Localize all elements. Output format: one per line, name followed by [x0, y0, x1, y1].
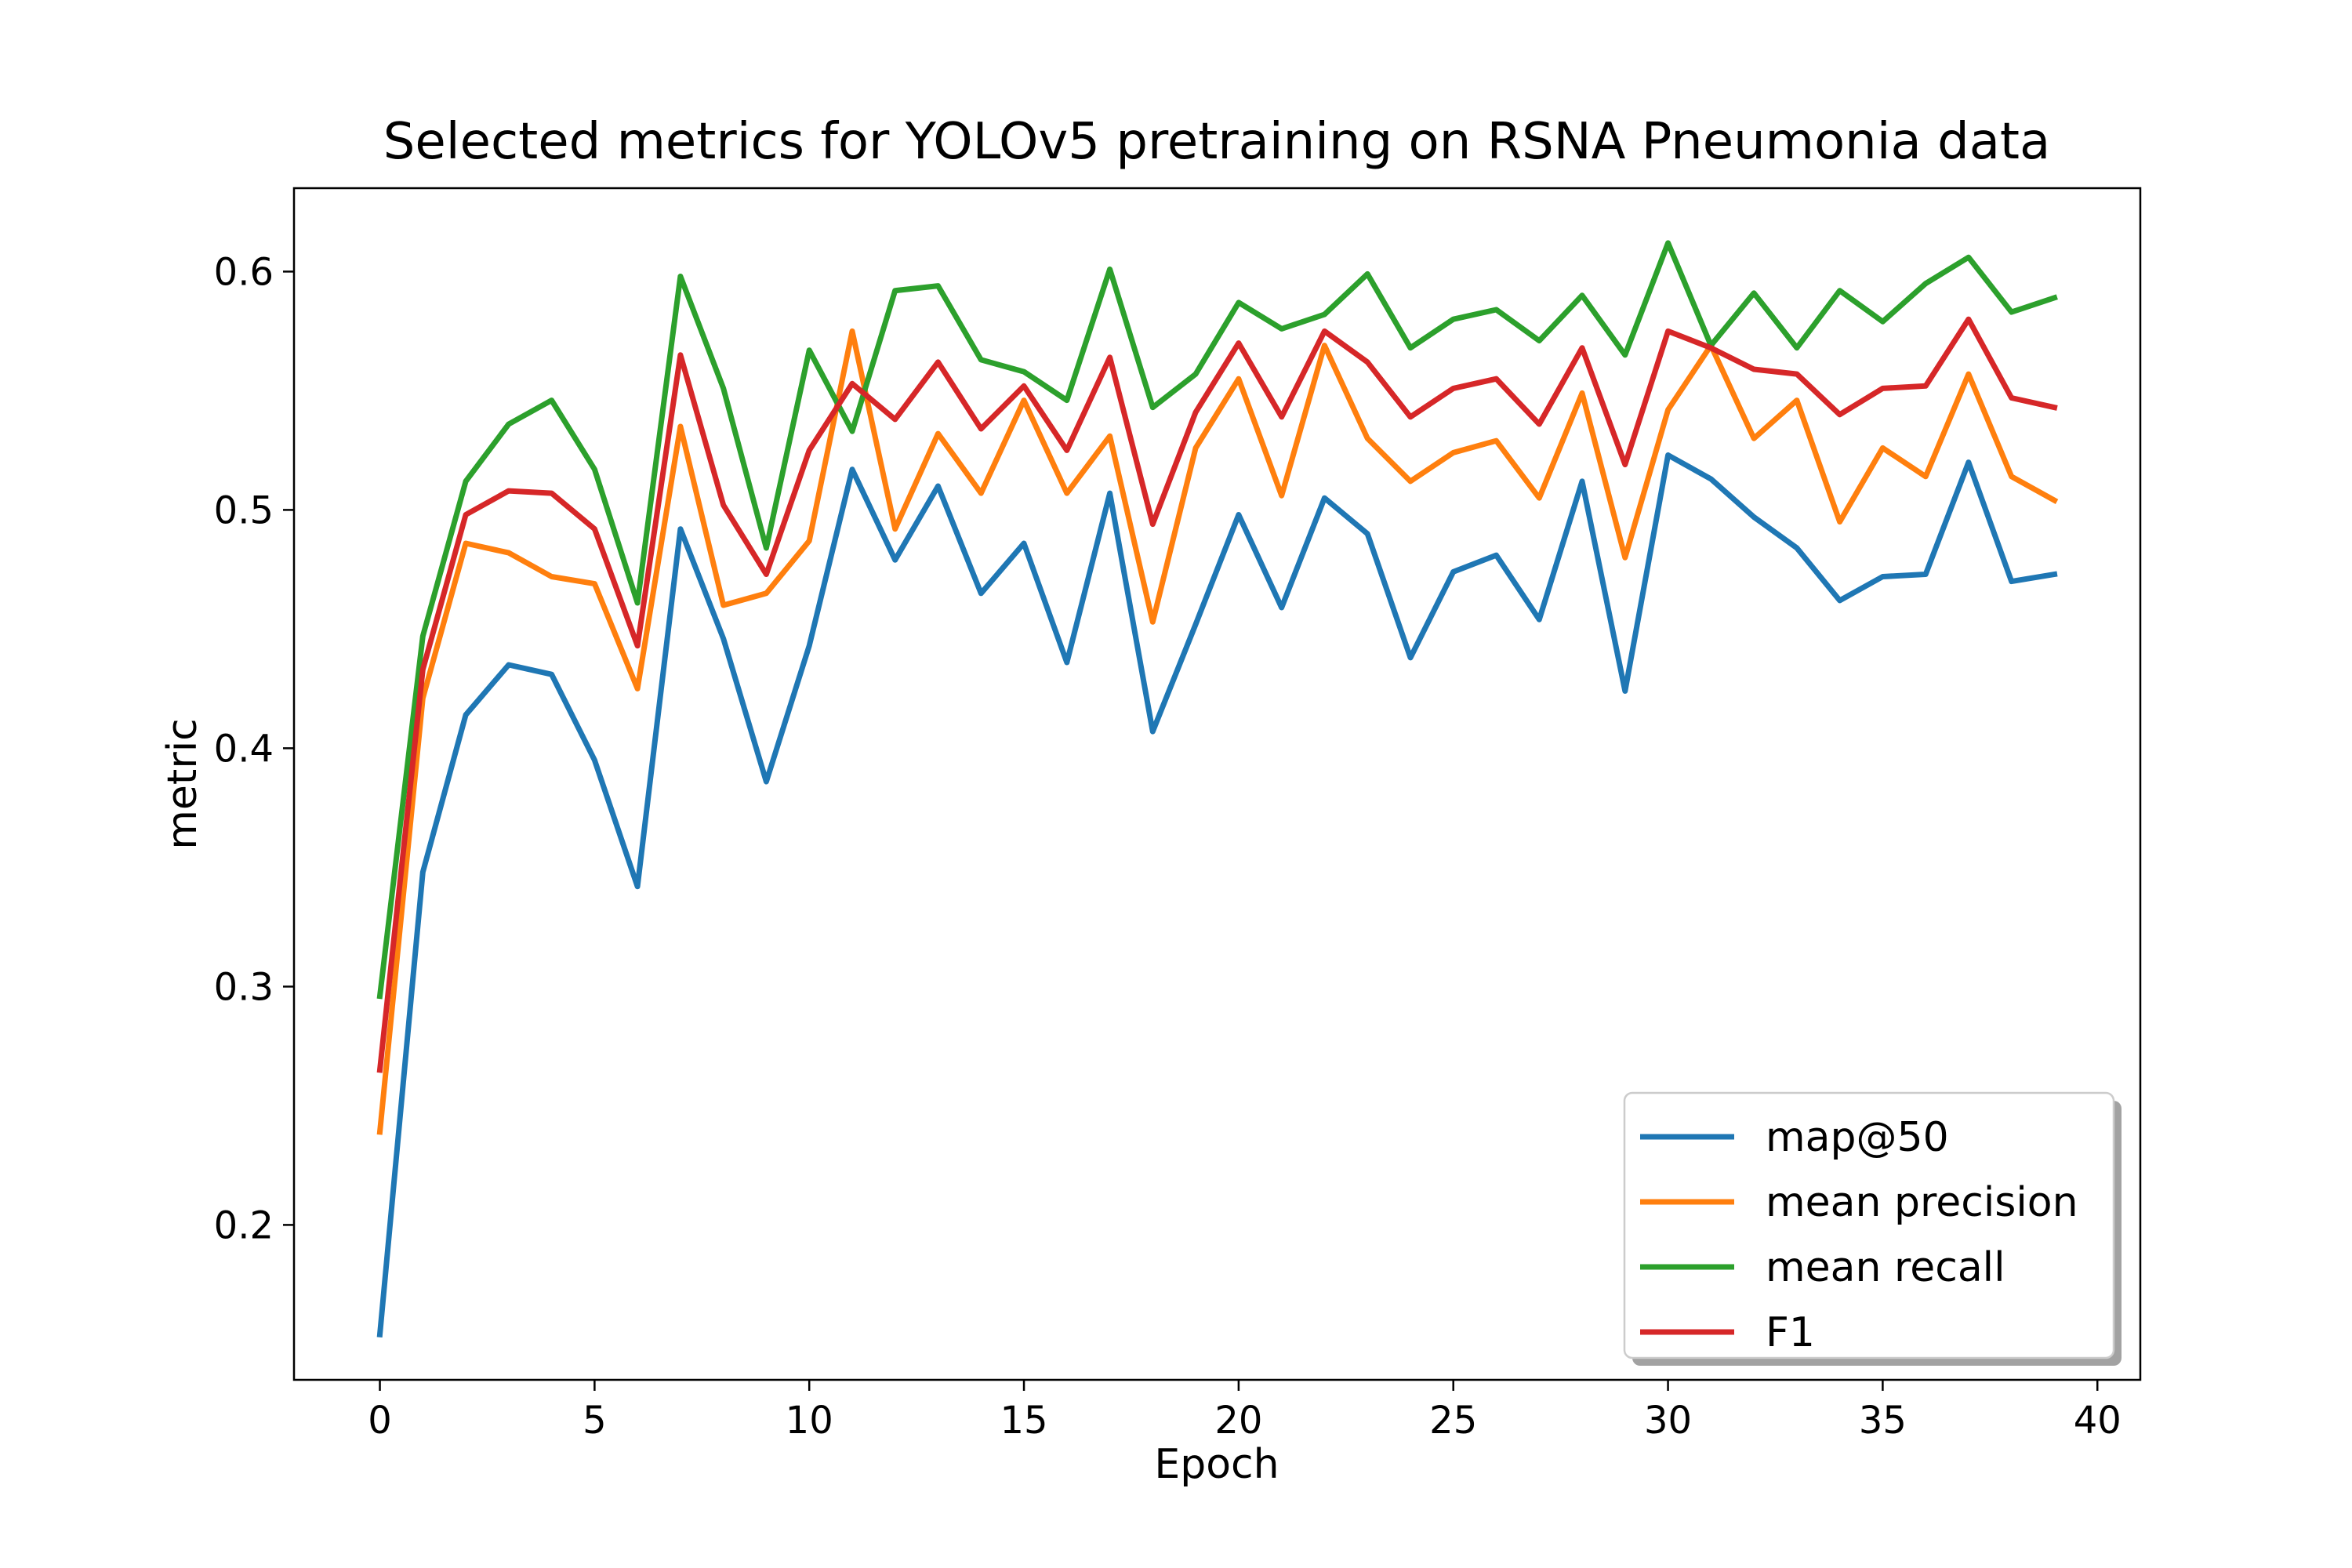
x-tick-label: 15 — [1000, 1399, 1048, 1443]
x-tick-label: 20 — [1214, 1399, 1262, 1443]
x-tick-label: 0 — [368, 1399, 392, 1443]
y-tick-label: 0.4 — [214, 727, 274, 771]
chart-title: Selected metrics for YOLOv5 pretraining … — [383, 113, 2050, 171]
x-tick-label: 30 — [1644, 1399, 1692, 1443]
series-line-map-50 — [376, 452, 2058, 1338]
plot-area — [292, 187, 2142, 1381]
legend-label-map-50: map@50 — [1766, 1114, 1949, 1161]
y-tick-label: 0.3 — [214, 965, 274, 1009]
legend-label-mean-precision: mean precision — [1766, 1179, 2078, 1226]
x-axis-label: Epoch — [1154, 1441, 1279, 1488]
x-tick-label: 5 — [583, 1399, 607, 1443]
y-axis-label: metric — [159, 718, 206, 849]
y-tick-label: 0.5 — [214, 488, 274, 532]
y-axis: 0.2 0.3 0.4 0.5 0.6 — [214, 250, 294, 1247]
x-tick-label: 35 — [1859, 1399, 1907, 1443]
legend: map@50 mean precision mean recall F1 — [1623, 1091, 2122, 1366]
series-lines — [376, 240, 2059, 1338]
x-tick-label: 25 — [1429, 1399, 1477, 1443]
legend-label-mean-recall: mean recall — [1766, 1244, 2005, 1291]
x-tick-label: 40 — [2074, 1399, 2122, 1443]
series-line-mean-precision — [376, 328, 2059, 1135]
x-axis: 0 5 10 15 20 25 30 35 40 — [368, 1380, 2122, 1443]
legend-label-f1: F1 — [1766, 1309, 1815, 1356]
y-tick-label: 0.6 — [214, 250, 274, 294]
legend-box — [1623, 1091, 2115, 1359]
series-line-mean-recall — [376, 240, 2058, 1000]
y-tick-label: 0.2 — [214, 1203, 274, 1247]
x-tick-label: 10 — [786, 1399, 833, 1443]
series-line-f1 — [376, 316, 2058, 1073]
